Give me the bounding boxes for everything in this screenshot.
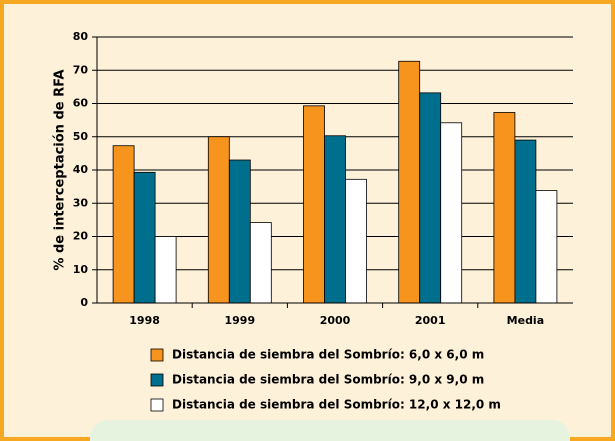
x-tick-label: 1998 [129, 314, 160, 327]
y-tick-label: 40 [73, 163, 89, 176]
y-tick-label: 50 [73, 130, 89, 143]
y-tick-label: 10 [73, 263, 89, 276]
bar [324, 135, 346, 304]
bar [514, 139, 537, 304]
bar [419, 92, 442, 304]
y-tick-label: 0 [80, 296, 88, 309]
bar [493, 112, 516, 304]
legend-swatch [150, 348, 164, 362]
bar [133, 171, 156, 304]
x-tick-label: 2000 [320, 314, 351, 327]
y-tick-label: 20 [73, 230, 89, 243]
decoration [90, 420, 570, 441]
bar [228, 159, 251, 304]
bar [440, 122, 463, 304]
y-tick-label: 80 [73, 30, 89, 43]
x-tick-label: 2001 [415, 314, 446, 327]
y-tick-label: 60 [73, 97, 89, 110]
bar [154, 236, 177, 304]
y-axis-label: % de interceptación de RFA [53, 69, 68, 270]
y-tick-label: 30 [73, 196, 89, 209]
bar [112, 145, 135, 304]
bar [398, 60, 421, 304]
y-tick-label: 70 [73, 63, 89, 76]
legend-swatch [150, 373, 164, 387]
bar [535, 190, 558, 304]
bar [207, 136, 230, 304]
bar [345, 178, 367, 304]
bar [249, 222, 272, 304]
x-tick-label: 1999 [224, 314, 255, 327]
legend-label: Distancia de siembra del Sombrío: 6,0 x … [172, 348, 484, 362]
legend-label: Distancia de siembra del Sombrío: 9,0 x … [172, 373, 484, 387]
legend-swatch [150, 398, 164, 412]
x-tick-label: Media [507, 314, 544, 327]
bar [303, 105, 325, 304]
legend-label: Distancia de siembra del Sombrío: 12,0 x… [172, 398, 501, 412]
